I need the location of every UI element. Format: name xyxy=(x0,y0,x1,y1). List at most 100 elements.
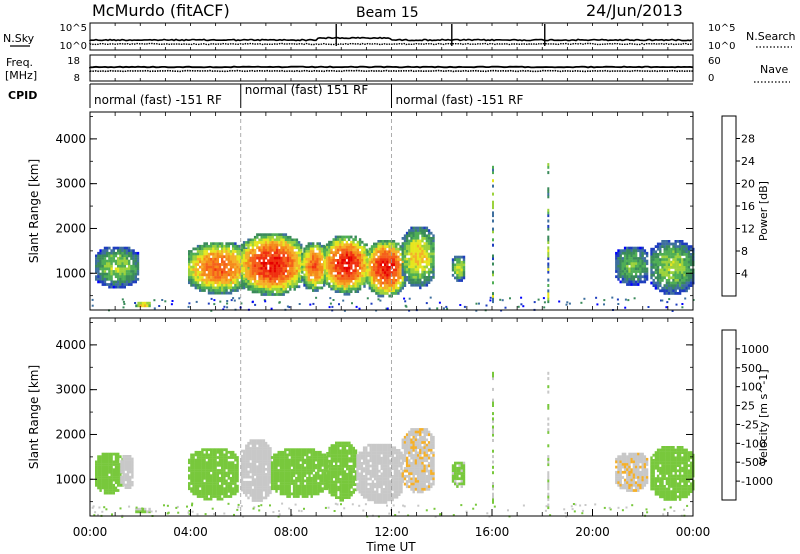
echo-cell xyxy=(108,460,111,464)
echo-cell xyxy=(135,510,138,514)
echo-cell xyxy=(317,466,320,470)
echo-cell xyxy=(121,264,124,268)
echo-cell xyxy=(199,247,202,251)
echo-cell xyxy=(339,480,342,484)
echo-cell xyxy=(358,459,361,463)
echo-cell xyxy=(375,247,378,251)
echo-cell xyxy=(273,287,277,291)
echo-cell xyxy=(343,269,346,273)
echo-cell xyxy=(330,485,333,489)
echo-cell xyxy=(337,444,340,447)
echo-cell xyxy=(421,283,424,287)
echo-cell xyxy=(336,274,340,278)
echo-cell xyxy=(251,483,255,487)
echo-streak xyxy=(547,189,550,193)
echo-cell xyxy=(361,240,364,244)
echo-cell xyxy=(114,473,118,477)
echo-cell xyxy=(685,289,688,293)
echo-cell xyxy=(267,246,270,250)
echo-cell xyxy=(286,282,290,286)
echo-cell xyxy=(306,487,309,491)
echo-cell xyxy=(249,287,252,291)
echo-cell xyxy=(339,472,342,476)
echo-cell xyxy=(249,462,252,466)
echo-cell xyxy=(234,453,237,457)
echo-cell xyxy=(99,481,102,485)
echo-cell xyxy=(131,483,134,487)
echo-cell xyxy=(194,286,197,290)
echo-cell xyxy=(328,488,331,492)
echo-cell xyxy=(234,283,237,287)
echo-speck xyxy=(681,303,684,305)
echo-cell xyxy=(282,233,285,237)
echo-cell xyxy=(223,476,226,480)
echo-cell xyxy=(271,246,274,250)
echo-cell xyxy=(238,268,241,272)
echo-cell xyxy=(309,247,313,251)
echo-cell xyxy=(214,252,217,256)
echo-cell xyxy=(286,235,290,239)
echo-cell xyxy=(639,277,642,281)
echo-cell xyxy=(271,256,274,260)
echo-cell xyxy=(674,253,677,256)
echo-cell xyxy=(190,482,193,485)
echo-cell xyxy=(659,281,662,285)
echo-cell xyxy=(223,273,226,277)
echo-cell xyxy=(273,248,277,252)
echo-cell xyxy=(323,471,327,475)
echo-cell xyxy=(356,240,360,244)
echo-cell xyxy=(225,456,228,459)
echo-cell xyxy=(356,246,360,249)
echo-cell xyxy=(384,281,387,285)
echo-streak xyxy=(492,203,494,207)
echo-cell xyxy=(130,280,133,284)
echo-cell xyxy=(97,259,100,263)
echo-cell xyxy=(307,268,310,272)
echo-speck xyxy=(263,299,266,302)
echo-cell xyxy=(425,247,429,251)
echo-cell xyxy=(129,465,132,469)
echo-cell xyxy=(110,452,113,456)
echo-cell xyxy=(253,277,257,281)
echo-cell xyxy=(354,465,358,468)
echo-cell xyxy=(279,482,283,485)
echo-cell xyxy=(212,286,215,290)
echo-cell xyxy=(212,471,215,475)
echo-cell xyxy=(308,448,311,452)
echo-cell xyxy=(253,444,257,448)
echo-cell xyxy=(114,270,118,273)
echo-cell xyxy=(386,284,389,287)
echo-cell xyxy=(275,261,279,265)
echo-cell xyxy=(108,468,111,472)
echo-cell xyxy=(674,281,677,285)
echo-cell xyxy=(247,480,250,484)
echo-cell xyxy=(242,462,246,466)
echo-cell xyxy=(258,447,261,450)
echo-cell xyxy=(634,246,638,250)
echo-cell xyxy=(456,271,459,275)
echo-cell xyxy=(258,486,261,489)
echo-cell xyxy=(354,457,358,460)
echo-cell xyxy=(632,277,636,281)
echo-cell xyxy=(286,243,290,247)
echo-cell xyxy=(339,454,342,458)
echo-cell xyxy=(290,474,294,478)
echo-cell xyxy=(392,279,396,282)
echo-cell xyxy=(352,251,355,254)
echo-cell xyxy=(267,444,270,448)
echo-cell xyxy=(190,257,193,261)
echo-cell xyxy=(421,281,424,284)
echo-cell xyxy=(279,492,283,496)
echo-cell xyxy=(212,247,215,251)
echo-cell xyxy=(363,253,366,257)
echo-cell xyxy=(386,281,389,285)
echo-cell xyxy=(103,264,107,268)
echo-cell xyxy=(345,256,349,260)
echo-cell xyxy=(366,258,369,261)
echo-cell xyxy=(347,256,351,260)
echo-cell xyxy=(139,301,142,305)
echo-cell xyxy=(260,267,263,270)
echo-cell xyxy=(236,270,239,274)
echo-cell xyxy=(363,243,366,247)
echo-cell xyxy=(271,282,274,286)
